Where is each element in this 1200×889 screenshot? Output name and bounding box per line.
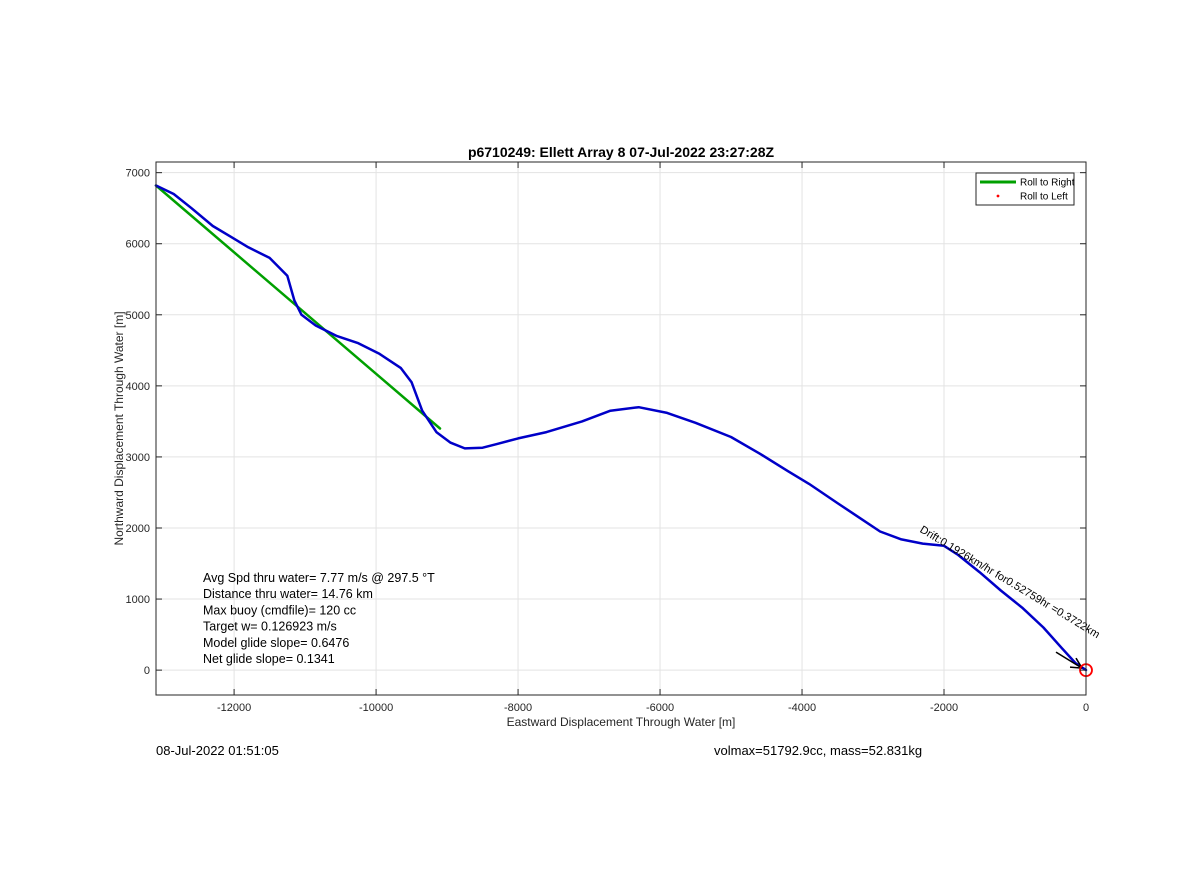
- legend-box: [975, 172, 1075, 206]
- x-tick-label: -8000: [504, 702, 532, 714]
- stat-line: Distance thru water= 14.76 km: [203, 587, 373, 601]
- stat-line: Target w= 0.126923 m/s: [203, 620, 337, 634]
- axes-box: [155, 161, 1087, 696]
- x-tick-label: -6000: [646, 702, 674, 714]
- legend-marker-swatch: [996, 194, 1000, 198]
- series-track: [154, 184, 1088, 672]
- grid-lines: [156, 162, 1087, 695]
- legend: Roll to Right Roll to Left: [975, 172, 1075, 206]
- x-tick-label: -12000: [217, 702, 251, 714]
- x-tick-label: -2000: [930, 702, 958, 714]
- y-tick-label: 7000: [126, 168, 150, 180]
- y-tick-label: 4000: [126, 381, 150, 393]
- ticks-layer: -12000 -10000 -8000 -6000 -4000 -2000 0 0 1000 20…: [126, 162, 1089, 714]
- y-tick-label: 5000: [126, 310, 150, 322]
- x-tick-label: 0: [1083, 702, 1089, 714]
- stat-line: Model glide slope= 0.6476: [203, 636, 349, 650]
- legend-label: Roll to Right: [1020, 178, 1075, 189]
- stats-annotations: Avg Spd thru water= 7.77 m/s @ 297.5 °T D…: [203, 571, 435, 666]
- footer-volmax-mass: volmax=51792.9cc, mass=52.831kg: [714, 743, 923, 758]
- y-axis-label: Northward Displacement Through Water [m]: [112, 311, 126, 545]
- footer-timestamp: 08-Jul-2022 01:51:05: [156, 743, 279, 758]
- x-axis-label: Eastward Displacement Through Water [m]: [507, 715, 736, 729]
- stat-line: Avg Spd thru water= 7.77 m/s @ 297.5 °T: [203, 571, 435, 585]
- y-tick-label: 0: [144, 665, 150, 677]
- y-tick-label: 1000: [126, 594, 150, 606]
- x-tick-label: -4000: [788, 702, 816, 714]
- y-tick-label: 3000: [126, 452, 150, 464]
- stat-line: Net glide slope= 0.1341: [203, 652, 335, 666]
- legend-label: Roll to Left: [1020, 192, 1068, 203]
- x-tick-label: -10000: [359, 702, 393, 714]
- y-tick-label: 2000: [126, 523, 150, 535]
- drift-label: Drift:0.1926km/hr for0.52759hr =0.3722km: [918, 524, 1102, 641]
- y-tick-label: 6000: [126, 239, 150, 251]
- stat-line: Max buoy (cmdfile)= 120 cc: [203, 603, 356, 617]
- chart-title: p6710249: Ellett Array 8 07-Jul-2022 23:…: [468, 144, 775, 160]
